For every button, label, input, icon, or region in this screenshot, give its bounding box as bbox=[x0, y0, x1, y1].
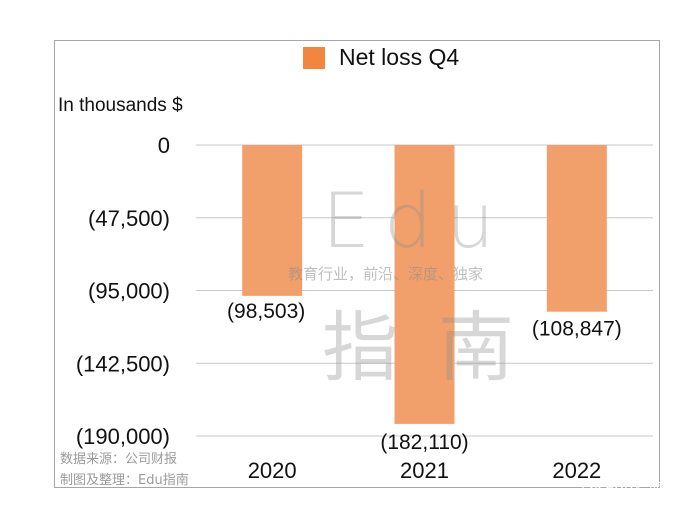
legend-swatch bbox=[303, 46, 325, 69]
y-tick-label: (47,500) bbox=[88, 206, 170, 231]
wechat-icon bbox=[582, 480, 602, 495]
y-tick-label: (190,000) bbox=[76, 424, 170, 449]
y-tick-label: (95,000) bbox=[88, 279, 170, 304]
x-tick-label: 2022 bbox=[552, 458, 601, 483]
legend-label: Net loss Q4 bbox=[339, 44, 460, 70]
y-tick-label: 0 bbox=[158, 133, 170, 158]
bar bbox=[242, 145, 303, 296]
wechat-badge[interactable]: Edu指南 bbox=[582, 477, 664, 498]
data-label: (98,503) bbox=[227, 300, 305, 323]
source-line-2: 制图及整理：Edu指南 bbox=[60, 473, 189, 488]
data-label: (108,847) bbox=[532, 318, 622, 341]
bar bbox=[394, 145, 455, 424]
y-tick-label: (142,500) bbox=[76, 351, 170, 376]
legend: Net loss Q4 bbox=[303, 44, 459, 71]
watermark-latin: Edu bbox=[322, 176, 509, 265]
wechat-badge-label: Edu指南 bbox=[605, 479, 664, 497]
watermark-cjk: 指南 bbox=[322, 303, 554, 392]
x-tick-label: 2021 bbox=[400, 458, 449, 483]
bar bbox=[546, 145, 607, 312]
data-label: (182,110) bbox=[380, 431, 468, 454]
watermark-tagline: 教育行业，前沿、深度、独家 bbox=[288, 265, 484, 283]
unit-label: In thousands $ bbox=[58, 95, 183, 116]
x-tick-label: 2020 bbox=[248, 458, 297, 483]
source-line-1: 数据来源：公司财报 bbox=[60, 452, 178, 467]
